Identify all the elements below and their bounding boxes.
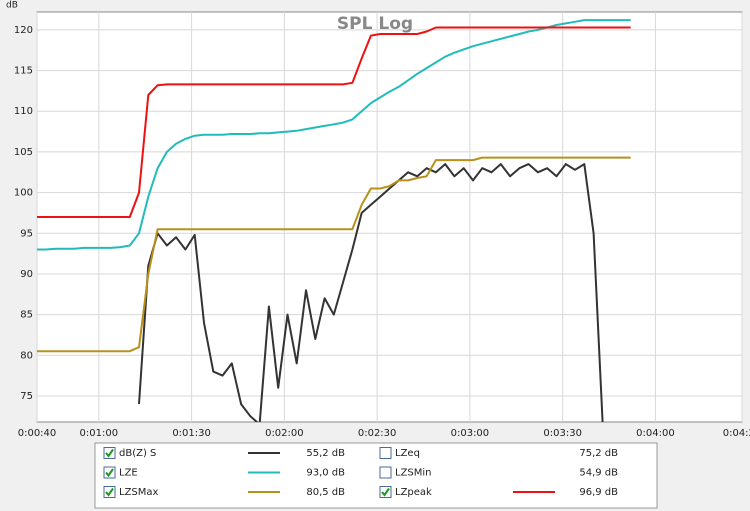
- legend-reading: 55,2 dB: [306, 448, 345, 459]
- legend-reading: 93,0 dB: [306, 468, 345, 479]
- y-tick-label: 80: [20, 350, 33, 361]
- legend-check: [105, 448, 114, 458]
- legend-reading: 80,5 dB: [306, 487, 345, 498]
- y-tick-label: 110: [14, 106, 33, 117]
- legend-checkbox[interactable]: [379, 466, 392, 479]
- legend-check: [105, 487, 114, 497]
- legend-label: LZpeak: [395, 487, 432, 498]
- plot-area: [36, 11, 743, 423]
- legend-reading: 75,2 dB: [579, 448, 618, 459]
- legend-check: [105, 468, 114, 478]
- x-tick-label: 0:02:00: [265, 428, 304, 439]
- legend: [94, 442, 658, 509]
- y-tick-label: 105: [14, 147, 33, 158]
- y-tick-label: 75: [20, 391, 33, 402]
- y-tick-label: 90: [20, 269, 33, 280]
- x-tick-label: 0:04:28: [723, 428, 750, 439]
- y-axis-label: dB: [6, 1, 18, 11]
- y-tick-label: 100: [14, 188, 33, 199]
- y-tick-label: 95: [20, 228, 33, 239]
- x-tick-label: 0:02:30: [358, 428, 397, 439]
- series-line: [37, 19, 631, 251]
- y-tick-label: 115: [14, 66, 33, 77]
- legend-reading: 54,9 dB: [579, 468, 618, 479]
- series-line: [37, 26, 631, 218]
- series-line: [138, 163, 604, 422]
- series-line: [37, 156, 631, 353]
- legend-label: LZSMax: [119, 487, 159, 498]
- legend-check: [381, 487, 390, 497]
- legend-checkbox[interactable]: [379, 447, 392, 459]
- x-tick-label: 0:01:30: [172, 428, 211, 439]
- chart-title: SPL Log: [337, 14, 413, 34]
- x-tick-label: 0:03:00: [451, 428, 490, 439]
- x-tick-label: 0:03:30: [543, 428, 582, 439]
- x-tick-label: 0:01:00: [80, 428, 119, 439]
- legend-label: LZSMin: [395, 468, 432, 479]
- x-tick-label: 0:04:00: [636, 428, 675, 439]
- legend-label: LZE: [119, 468, 138, 479]
- legend-label: LZeq: [395, 448, 420, 459]
- x-tick-label: 0:00:40: [18, 428, 57, 439]
- y-tick-label: 120: [14, 25, 33, 36]
- y-tick-label: 85: [20, 310, 33, 321]
- legend-label: dB(Z) S: [119, 448, 156, 459]
- legend-reading: 96,9 dB: [579, 487, 618, 498]
